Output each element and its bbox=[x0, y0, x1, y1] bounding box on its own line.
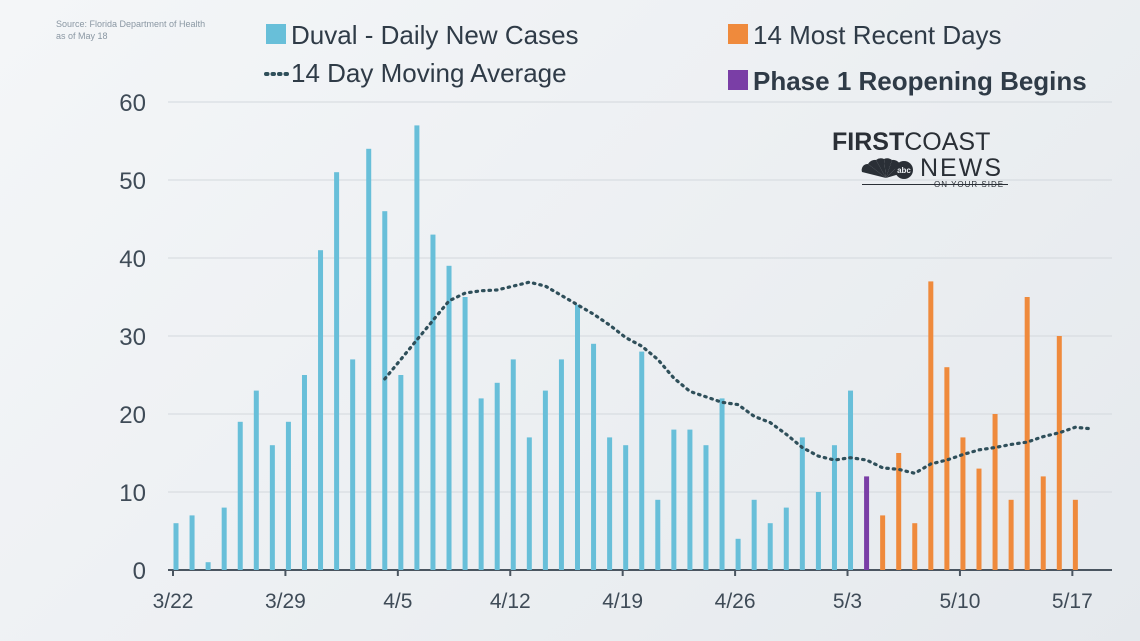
legend: Duval - Daily New Cases 14 Day Moving Ave… bbox=[264, 20, 1087, 96]
daily-case-bar bbox=[478, 398, 484, 570]
x-tick-label: 5/3 bbox=[833, 590, 862, 613]
moving-average bbox=[383, 280, 1094, 475]
legend-label: 14 Day Moving Average bbox=[291, 58, 567, 88]
legend-label: Phase 1 Reopening Begins bbox=[753, 66, 1087, 96]
y-tick-label: 0 bbox=[133, 558, 146, 585]
source-line-1: Source: Florida Department of Health bbox=[56, 19, 206, 29]
y-tick-label: 40 bbox=[119, 246, 146, 273]
y-tick-label: 60 bbox=[119, 90, 146, 117]
recent-case-bar bbox=[880, 515, 886, 570]
x-tick-label: 4/19 bbox=[602, 590, 643, 613]
daily-case-bar bbox=[639, 351, 645, 570]
source-note: Source: Florida Department of Health as … bbox=[56, 18, 276, 42]
x-tick-label: 3/22 bbox=[153, 590, 194, 613]
recent-case-bar bbox=[944, 367, 950, 570]
legend-swatch-phase1 bbox=[728, 70, 748, 90]
recent-case-bar bbox=[960, 437, 966, 570]
daily-case-bar bbox=[318, 250, 324, 570]
daily-case-bar bbox=[655, 499, 661, 570]
recent-case-bar bbox=[1072, 499, 1078, 570]
daily-case-bar bbox=[687, 429, 693, 570]
recent-case-bar bbox=[1008, 499, 1014, 570]
daily-case-bar bbox=[558, 359, 564, 570]
legend-swatch-daily bbox=[266, 24, 286, 44]
daily-case-bar bbox=[430, 234, 436, 570]
daily-case-bar bbox=[591, 343, 597, 570]
x-axis: 3/22 3/29 4/5 4/12 4/19 4/26 5/3 5/10 5/17 bbox=[153, 569, 1112, 613]
daily-case-bar bbox=[253, 390, 259, 570]
recent-case-bar bbox=[912, 523, 918, 570]
legend-label: 14 Most Recent Days bbox=[753, 20, 1002, 50]
daily-case-bar bbox=[623, 445, 629, 570]
recent-case-bar bbox=[896, 453, 902, 570]
daily-case-bar bbox=[398, 375, 404, 570]
daily-case-bar bbox=[607, 437, 613, 570]
recent-case-bar bbox=[992, 414, 998, 570]
y-tick-label: 10 bbox=[119, 480, 146, 507]
logo-tagline: ON YOUR SIDE bbox=[934, 180, 1005, 189]
x-tick-label: 4/5 bbox=[383, 590, 412, 613]
svg-text:abc: abc bbox=[897, 166, 911, 175]
x-tick-label: 4/12 bbox=[490, 590, 531, 613]
legend-swatch-recent bbox=[728, 24, 748, 44]
nbc-peacock-icon: abc bbox=[861, 158, 913, 179]
logo-rule bbox=[862, 184, 1008, 185]
daily-case-bar bbox=[831, 445, 837, 570]
daily-case-bar bbox=[751, 499, 757, 570]
logo-news: NEWS bbox=[920, 154, 1003, 182]
daily-case-bar bbox=[285, 421, 291, 570]
moving-average-line bbox=[383, 280, 1094, 475]
y-tick-label: 50 bbox=[119, 168, 146, 195]
daily-case-bar bbox=[703, 445, 709, 570]
daily-case-bar bbox=[366, 148, 372, 571]
daily-case-bar bbox=[735, 538, 741, 570]
logo-brand-bold: FIRST bbox=[832, 128, 905, 156]
daily-case-bar bbox=[462, 297, 468, 570]
daily-case-bar bbox=[526, 437, 532, 570]
daily-case-bar bbox=[494, 382, 500, 570]
daily-case-bar bbox=[173, 523, 179, 570]
daily-case-bar bbox=[414, 125, 420, 571]
y-axis: 0 10 20 30 40 50 60 bbox=[119, 90, 146, 585]
x-tick-label: 5/17 bbox=[1052, 590, 1093, 613]
daily-case-bar bbox=[237, 421, 243, 570]
legend-label: Duval - Daily New Cases bbox=[291, 20, 579, 50]
daily-case-bar bbox=[799, 437, 805, 570]
daily-case-bar bbox=[301, 375, 307, 570]
daily-case-bar bbox=[446, 265, 452, 570]
source-line-2: as of May 18 bbox=[56, 31, 108, 41]
daily-case-bar bbox=[221, 507, 227, 570]
logo-brand-light: COAST bbox=[904, 128, 991, 156]
daily-case-bar bbox=[350, 359, 356, 570]
recent-case-bar bbox=[976, 468, 982, 570]
recent-case-bar bbox=[1024, 297, 1030, 570]
x-tick-label: 3/29 bbox=[265, 590, 306, 613]
y-tick-label: 20 bbox=[119, 402, 146, 429]
first-coast-news-logo: FIRSTCOAST abc NEWS ON YOUR SIDE bbox=[832, 128, 1018, 194]
x-tick-label: 5/10 bbox=[940, 590, 981, 613]
recent-case-bar bbox=[1040, 476, 1046, 570]
recent-case-bar bbox=[928, 281, 934, 570]
daily-case-bar bbox=[575, 304, 580, 570]
daily-case-bar bbox=[269, 445, 275, 570]
daily-case-bar bbox=[671, 429, 677, 570]
daily-case-bar bbox=[719, 398, 725, 570]
daily-case-bar bbox=[542, 390, 548, 570]
x-tick-label: 4/26 bbox=[715, 590, 756, 613]
daily-case-bar bbox=[189, 515, 195, 570]
y-tick-label: 30 bbox=[119, 324, 146, 351]
daily-case-bar bbox=[783, 507, 789, 570]
daily-case-bar bbox=[848, 390, 854, 570]
logo-brand: FIRSTCOAST bbox=[832, 128, 990, 157]
bars bbox=[173, 125, 1078, 571]
daily-case-bar bbox=[815, 492, 821, 570]
daily-case-bar bbox=[382, 211, 388, 570]
recent-case-bar bbox=[1056, 336, 1062, 570]
daily-case-bar bbox=[767, 523, 773, 570]
daily-case-bar bbox=[510, 359, 516, 570]
phase1-bar bbox=[864, 476, 870, 570]
daily-case-bar bbox=[205, 562, 211, 570]
daily-case-bar bbox=[334, 172, 340, 570]
